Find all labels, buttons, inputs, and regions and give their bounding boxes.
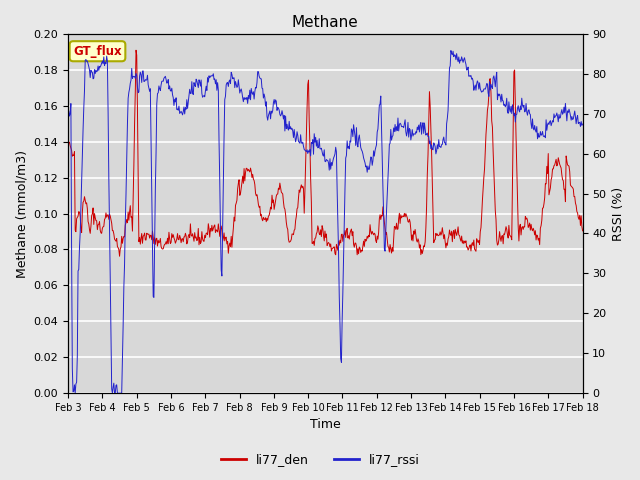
- li77_rssi: [207, 73, 214, 79]
- li77_rssi: [447, 48, 455, 53]
- Line: li77_rssi: li77_rssi: [68, 50, 582, 393]
- X-axis label: Time: Time: [310, 419, 340, 432]
- Text: GT_flux: GT_flux: [73, 45, 122, 58]
- Legend: li77_den, li77_rssi: li77_den, li77_rssi: [216, 448, 424, 471]
- li77_rssi: [388, 134, 396, 140]
- li77_den: [64, 144, 72, 149]
- li77_den: [180, 234, 188, 240]
- li77_rssi: [579, 121, 586, 127]
- Y-axis label: Methane (mmol/m3): Methane (mmol/m3): [15, 150, 28, 277]
- li77_den: [207, 228, 215, 234]
- li77_rssi: [64, 114, 72, 120]
- Line: li77_den: li77_den: [68, 50, 582, 256]
- li77_den: [389, 249, 397, 254]
- Title: Methane: Methane: [292, 15, 358, 30]
- li77_den: [74, 215, 81, 220]
- li77_den: [579, 228, 586, 234]
- li77_den: [404, 219, 412, 225]
- Y-axis label: RSSI (%): RSSI (%): [612, 186, 625, 240]
- li77_rssi: [179, 108, 187, 114]
- li77_rssi: [71, 390, 79, 396]
- li77_rssi: [127, 77, 135, 83]
- li77_den: [116, 253, 124, 259]
- li77_rssi: [403, 129, 411, 135]
- li77_den: [132, 48, 140, 53]
- li77_den: [127, 215, 135, 220]
- li77_rssi: [74, 268, 82, 274]
